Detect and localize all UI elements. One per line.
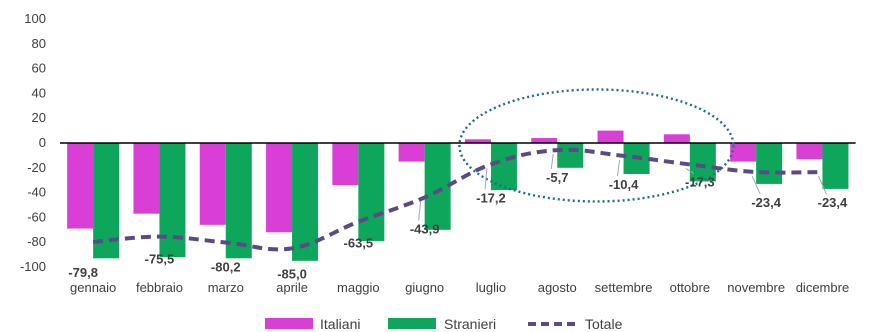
data-label-totale: -23,4 — [818, 195, 848, 210]
x-tick-label: ottobre — [670, 280, 710, 295]
y-tick-label: -100 — [20, 259, 46, 274]
x-tick-label: febbraio — [136, 280, 183, 295]
data-label-totale: -79,8 — [68, 265, 98, 280]
highlight-ellipse — [458, 88, 735, 203]
bar-italiani — [332, 143, 359, 186]
bar-stranieri — [490, 143, 517, 191]
legend: Italiani Stranieri Totale — [265, 316, 623, 332]
y-tick-label: -60 — [27, 209, 46, 224]
bar-italiani — [531, 138, 558, 143]
bar-stranieri — [756, 143, 783, 184]
y-tick-label: -40 — [27, 185, 46, 200]
data-label-totale: -23,4 — [751, 195, 781, 210]
leader-lines — [418, 154, 827, 221]
bar-stranieri — [424, 143, 451, 230]
bar-italiani — [133, 143, 160, 214]
x-tick-label: agosto — [538, 280, 577, 295]
x-tick-label: luglio — [476, 280, 506, 295]
data-label-totale: -80,2 — [211, 259, 241, 274]
legend-label-stranieri: Stranieri — [444, 316, 496, 332]
x-axis: gennaio febbraio marzo aprile maggio giugno lu… — [70, 280, 849, 295]
x-tick-label: gennaio — [70, 280, 116, 295]
bar-italiani — [199, 143, 226, 225]
leader-line — [418, 201, 422, 221]
bar-italiani — [663, 134, 690, 143]
leader-line — [550, 154, 554, 170]
y-tick-label: 100 — [24, 11, 46, 26]
data-label-totale: -10,4 — [609, 177, 639, 192]
x-tick-label: aprile — [276, 280, 308, 295]
series-line-totale — [92, 147, 823, 252]
leader-line — [685, 168, 695, 174]
x-tick-label: novembre — [727, 280, 785, 295]
data-label-totale: -75,5 — [145, 252, 175, 267]
bar-italiani — [266, 143, 293, 233]
y-tick-label: -80 — [27, 234, 46, 249]
bar-stranieri — [822, 143, 849, 189]
bar-italiani — [730, 143, 757, 162]
bar-italiani — [398, 143, 425, 162]
data-label-totale: -85,0 — [277, 266, 307, 281]
legend-label-italiani: Italiani — [320, 316, 360, 332]
y-tick-label: 40 — [32, 85, 46, 100]
leader-line — [484, 168, 488, 190]
leader-line — [817, 175, 827, 195]
data-label-totale: -17,2 — [476, 190, 506, 205]
bar-stranieri — [225, 143, 252, 259]
bar-stranieri — [159, 143, 186, 258]
y-tick-label: 60 — [32, 61, 46, 76]
bar-italiani — [597, 130, 624, 143]
y-tick-label: -20 — [27, 160, 46, 175]
legend-swatch-italiani — [265, 318, 313, 329]
x-tick-label: dicembre — [796, 280, 849, 295]
legend-swatch-stranieri — [388, 318, 436, 329]
data-label-totale: -63,5 — [344, 236, 374, 251]
bar-stranieri — [557, 143, 584, 168]
bar-italiani — [796, 143, 823, 160]
leader-line — [617, 159, 621, 176]
y-tick-label: 80 — [32, 36, 46, 51]
annotation-ellipse — [458, 88, 735, 203]
legend-label-totale: Totale — [585, 316, 623, 332]
x-tick-label: settembre — [595, 280, 653, 295]
x-tick-label: marzo — [208, 280, 244, 295]
data-labels: -79,8 -75,5 -80,2 -85,0 -63,5 -43,9 -17,2 -5,7 -… — [68, 170, 848, 281]
data-label-totale: -17,3 — [685, 174, 715, 189]
data-label-totale: -5,7 — [546, 170, 568, 185]
leader-line — [751, 175, 761, 195]
y-tick-label: 20 — [32, 110, 46, 125]
y-axis: 100 80 60 40 20 0 -20 -40 -60 -80 -100 — [20, 11, 46, 274]
x-tick-label: maggio — [337, 280, 380, 295]
data-label-totale: -43,9 — [410, 221, 440, 236]
x-tick-label: giugno — [405, 280, 444, 295]
bars — [67, 130, 849, 261]
y-tick-label: 0 — [39, 135, 46, 150]
bar-stranieri — [292, 143, 319, 261]
bar-stranieri — [689, 143, 716, 182]
bar-italiani — [67, 143, 94, 229]
bar-stranieri — [358, 143, 385, 241]
bar-italiani — [464, 139, 491, 143]
